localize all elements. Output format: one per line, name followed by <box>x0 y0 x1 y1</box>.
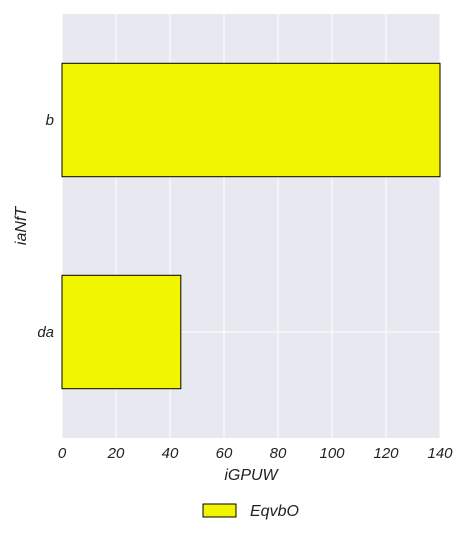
x-tick-label: 140 <box>427 445 453 462</box>
x-tick-labels: 0 20 40 60 80 100 120 140 <box>58 445 453 462</box>
y-tick-label: da <box>37 324 54 341</box>
x-tick-label: 0 <box>58 445 67 462</box>
y-axis-label: iaNfT <box>13 206 30 245</box>
x-tick-label: 20 <box>107 445 125 462</box>
y-tick-labels: b da <box>37 112 54 341</box>
legend-swatch <box>202 503 237 518</box>
x-tick-label: 40 <box>162 445 179 462</box>
bar-b <box>61 62 441 178</box>
bar-da <box>61 274 182 390</box>
x-tick-label: 80 <box>270 445 287 462</box>
legend: EqvbO <box>202 503 299 520</box>
x-tick-label: 60 <box>216 445 233 462</box>
legend-label: EqvbO <box>250 503 299 520</box>
bars <box>61 62 441 390</box>
y-tick-label: b <box>46 112 54 129</box>
x-axis-label: iGPUW <box>224 467 279 484</box>
x-tick-label: 120 <box>373 445 399 462</box>
x-tick-label: 100 <box>319 445 345 462</box>
